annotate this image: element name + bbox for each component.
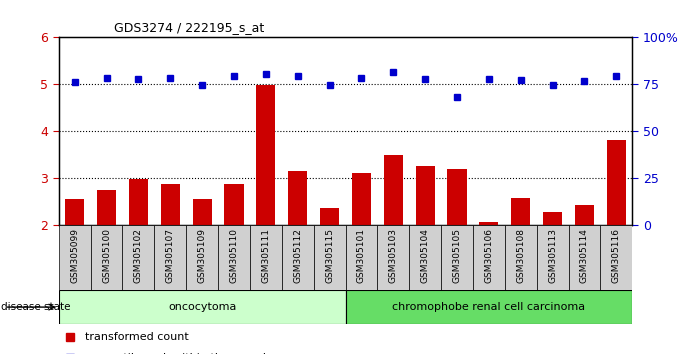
Text: transformed count: transformed count bbox=[84, 332, 188, 342]
Bar bbox=[97, 190, 116, 225]
Text: GSM305106: GSM305106 bbox=[484, 228, 493, 283]
Text: GSM305099: GSM305099 bbox=[70, 228, 79, 283]
Bar bbox=[505, 225, 537, 290]
Text: GSM305115: GSM305115 bbox=[325, 228, 334, 283]
Text: percentile rank within the sample: percentile rank within the sample bbox=[84, 353, 272, 354]
Bar bbox=[161, 184, 180, 225]
Text: disease state: disease state bbox=[1, 302, 70, 312]
Text: GSM305116: GSM305116 bbox=[612, 228, 621, 283]
Bar bbox=[91, 225, 122, 290]
Bar bbox=[441, 225, 473, 290]
Bar bbox=[250, 225, 282, 290]
Bar bbox=[256, 85, 276, 225]
Bar bbox=[282, 225, 314, 290]
Bar bbox=[543, 212, 562, 225]
Bar bbox=[314, 225, 346, 290]
Bar bbox=[415, 166, 435, 225]
Text: GSM305107: GSM305107 bbox=[166, 228, 175, 283]
Bar bbox=[352, 173, 371, 225]
Bar bbox=[473, 225, 505, 290]
Text: oncocytoma: oncocytoma bbox=[168, 302, 236, 312]
Text: GSM305103: GSM305103 bbox=[389, 228, 398, 283]
Text: GSM305108: GSM305108 bbox=[516, 228, 525, 283]
Bar bbox=[511, 198, 530, 225]
Bar bbox=[154, 225, 186, 290]
Text: GDS3274 / 222195_s_at: GDS3274 / 222195_s_at bbox=[114, 21, 264, 34]
Bar bbox=[59, 225, 91, 290]
Bar bbox=[346, 290, 632, 324]
Text: GSM305111: GSM305111 bbox=[261, 228, 270, 283]
Text: GSM305112: GSM305112 bbox=[293, 228, 302, 283]
Bar bbox=[377, 225, 409, 290]
Bar bbox=[65, 199, 84, 225]
Bar bbox=[537, 225, 569, 290]
Bar bbox=[569, 225, 600, 290]
Bar bbox=[320, 209, 339, 225]
Bar bbox=[122, 225, 154, 290]
Bar bbox=[193, 199, 211, 225]
Text: GSM305104: GSM305104 bbox=[421, 228, 430, 283]
Text: GSM305110: GSM305110 bbox=[229, 228, 238, 283]
Text: GSM305114: GSM305114 bbox=[580, 228, 589, 283]
Bar bbox=[384, 155, 403, 225]
Text: GSM305113: GSM305113 bbox=[548, 228, 557, 283]
Text: GSM305109: GSM305109 bbox=[198, 228, 207, 283]
Bar bbox=[218, 225, 250, 290]
Text: GSM305100: GSM305100 bbox=[102, 228, 111, 283]
Bar bbox=[186, 225, 218, 290]
Bar bbox=[607, 140, 626, 225]
Bar bbox=[129, 179, 148, 225]
Bar bbox=[346, 225, 377, 290]
Text: chromophobe renal cell carcinoma: chromophobe renal cell carcinoma bbox=[392, 302, 585, 312]
Text: GSM305105: GSM305105 bbox=[453, 228, 462, 283]
Bar bbox=[288, 171, 307, 225]
Text: GSM305102: GSM305102 bbox=[134, 228, 143, 283]
Bar bbox=[600, 225, 632, 290]
Bar bbox=[409, 225, 441, 290]
Bar bbox=[575, 205, 594, 225]
Bar bbox=[59, 290, 346, 324]
Bar bbox=[480, 222, 498, 225]
Bar bbox=[448, 169, 466, 225]
Bar bbox=[225, 184, 243, 225]
Text: GSM305101: GSM305101 bbox=[357, 228, 366, 283]
